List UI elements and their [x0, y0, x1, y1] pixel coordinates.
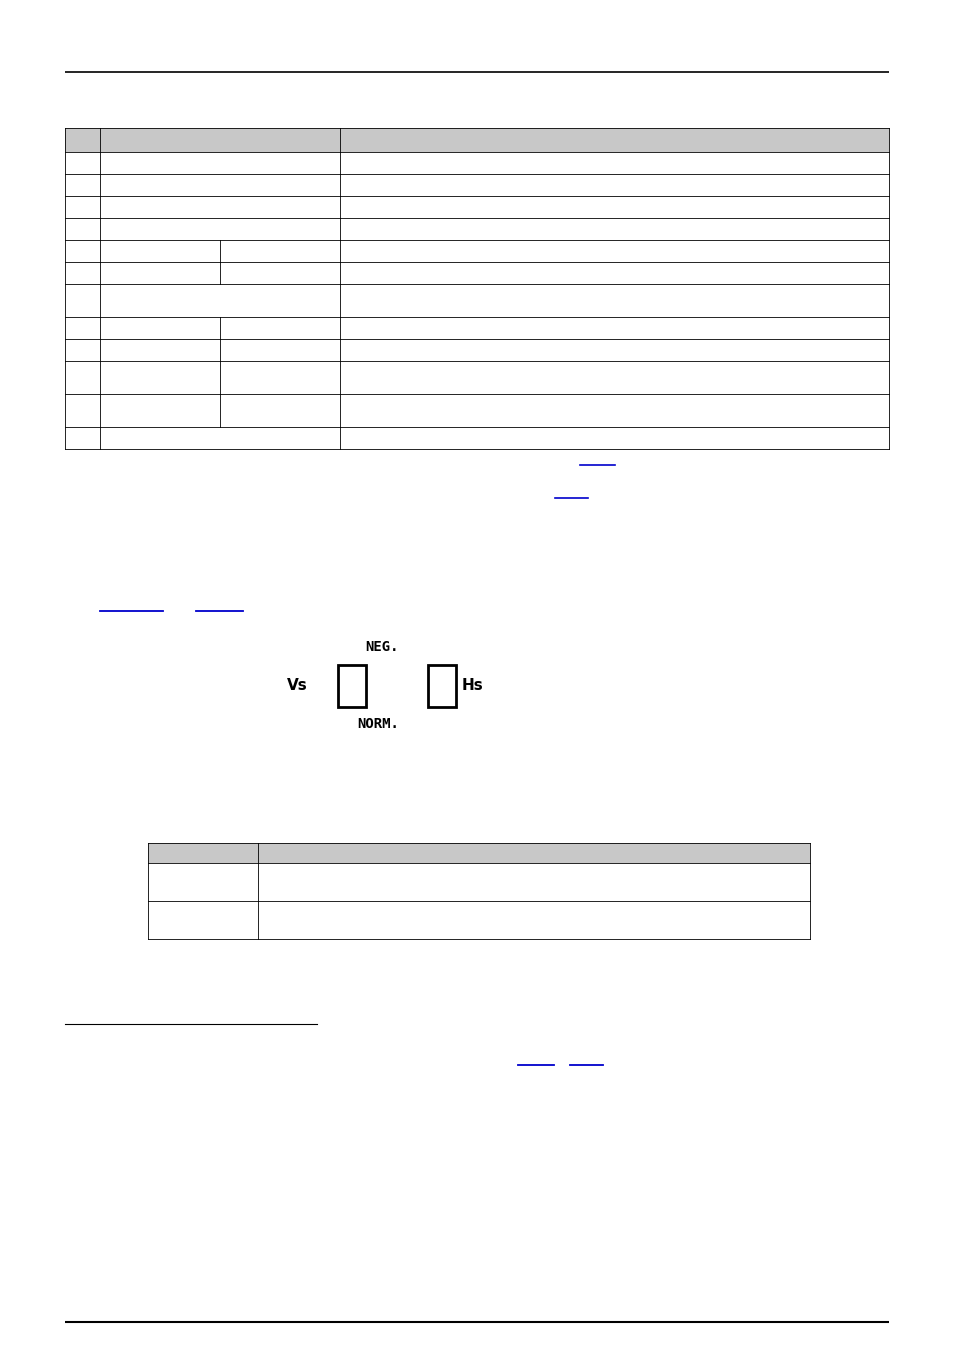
- Text: Vs: Vs: [287, 679, 308, 694]
- Bar: [65, 127, 888, 152]
- Bar: [337, 665, 366, 707]
- Bar: [65, 127, 888, 449]
- Text: NEG.: NEG.: [365, 640, 398, 654]
- Bar: [148, 843, 809, 939]
- Bar: [148, 843, 809, 863]
- Text: NORM.: NORM.: [356, 717, 398, 730]
- Text: Hs: Hs: [461, 679, 483, 694]
- Bar: [428, 665, 456, 707]
